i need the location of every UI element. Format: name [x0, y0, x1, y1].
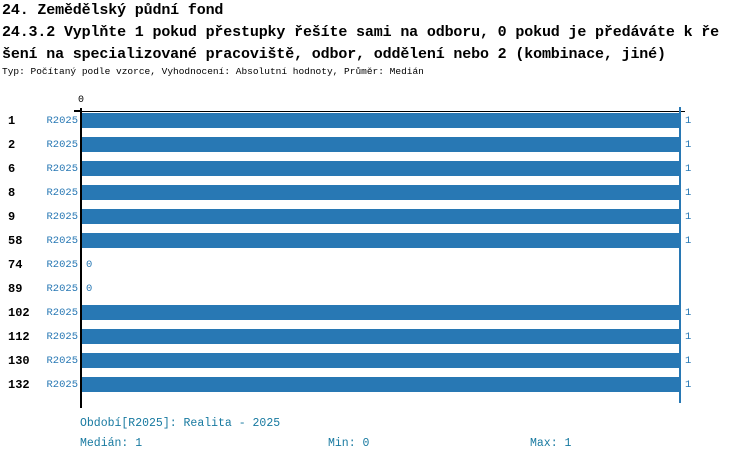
bar-value-label: 1 [685, 235, 692, 247]
x-axis-zero-tick [74, 110, 81, 112]
row-category-label: 130 [8, 354, 30, 368]
bar-value-label: 1 [685, 187, 692, 199]
max-stat: Max: 1 [530, 437, 572, 450]
period-label: Období[R2025]: Realita - 2025 [80, 417, 281, 430]
chart-row: 89 R2025 0 [0, 281, 750, 305]
bar-value-label: 1 [685, 355, 692, 367]
row-series-label: R2025 [46, 259, 78, 271]
bar-value-label: 1 [685, 379, 692, 391]
chart-question-line-1: 24.3.2 Vyplňte 1 pokud přestupky řešíte … [2, 24, 719, 41]
median-stat: Medián: 1 [80, 437, 143, 450]
bar [82, 377, 679, 392]
chart-row: 2 R2025 1 [0, 137, 750, 161]
bar [82, 185, 679, 200]
row-category-label: 6 [8, 162, 16, 176]
row-category-label: 102 [8, 306, 30, 320]
row-series-label: R2025 [46, 307, 78, 319]
chart-row: 58 R2025 1 [0, 233, 750, 257]
chart-row: 132 R2025 1 [0, 377, 750, 401]
row-series-label: R2025 [46, 163, 78, 175]
row-category-label: 58 [8, 234, 23, 248]
bar-value-label: 1 [685, 139, 692, 151]
chart-row: 112 R2025 1 [0, 329, 750, 353]
chart-row: 130 R2025 1 [0, 353, 750, 377]
bar [82, 137, 679, 152]
chart-row: 8 R2025 1 [0, 185, 750, 209]
row-category-label: 112 [8, 330, 30, 344]
row-category-label: 1 [8, 114, 16, 128]
chart-row: 102 R2025 1 [0, 305, 750, 329]
row-series-label: R2025 [46, 211, 78, 223]
bar-value-label: 0 [86, 259, 93, 271]
row-series-label: R2025 [46, 139, 78, 151]
chart-question-line-2: šení na specializované pracoviště, odbor… [2, 46, 666, 63]
chart-top-border [80, 111, 685, 112]
chart-meta: Typ: Počítaný podle vzorce, Vyhodnocení:… [2, 66, 424, 77]
x-axis-zero-label: 0 [77, 95, 84, 106]
bar [82, 161, 679, 176]
row-series-label: R2025 [46, 235, 78, 247]
row-category-label: 132 [8, 378, 30, 392]
bar [82, 353, 679, 368]
max-gridline [679, 107, 681, 403]
min-stat: Min: 0 [328, 437, 370, 450]
page-title: 24. Zemědělský půdní fond [2, 2, 224, 19]
bar [82, 209, 679, 224]
chart-rows: 1 R2025 1 2 R2025 1 6 R2025 1 8 R2025 1 9 R2025 1 58 R20… [0, 113, 750, 401]
bar-value-label: 1 [685, 163, 692, 175]
bar-value-label: 1 [685, 331, 692, 343]
row-series-label: R2025 [46, 331, 78, 343]
bar-value-label: 1 [685, 115, 692, 127]
bar [82, 233, 679, 248]
row-category-label: 8 [8, 186, 16, 200]
row-category-label: 89 [8, 282, 23, 296]
bar [82, 329, 679, 344]
bar [82, 113, 679, 128]
chart-row: 6 R2025 1 [0, 161, 750, 185]
row-series-label: R2025 [46, 355, 78, 367]
y-axis-line [80, 108, 82, 408]
row-series-label: R2025 [46, 379, 78, 391]
bar-value-label: 0 [86, 283, 93, 295]
row-category-label: 2 [8, 138, 16, 152]
row-series-label: R2025 [46, 187, 78, 199]
chart-row: 9 R2025 1 [0, 209, 750, 233]
row-category-label: 74 [8, 258, 23, 272]
row-category-label: 9 [8, 210, 16, 224]
row-series-label: R2025 [46, 115, 78, 127]
bar-value-label: 1 [685, 211, 692, 223]
row-series-label: R2025 [46, 283, 78, 295]
bar-value-label: 1 [685, 307, 692, 319]
chart-row: 1 R2025 1 [0, 113, 750, 137]
chart-row: 74 R2025 0 [0, 257, 750, 281]
bar [82, 305, 679, 320]
